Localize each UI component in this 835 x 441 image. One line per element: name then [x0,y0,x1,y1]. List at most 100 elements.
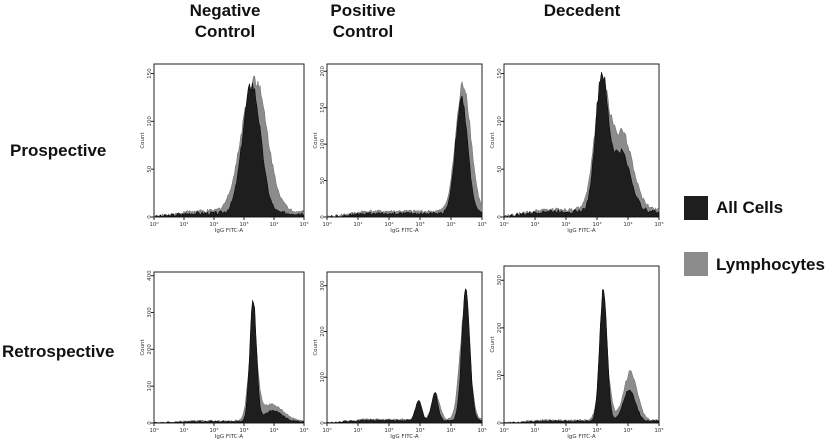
y-tick-label: 0 [320,215,326,219]
x-axis-label: IgG FITC-A [215,228,244,234]
histogram-retrospective-decedent: 10⁰ 10¹ 10² 10³ 10⁴ 10⁵ IgG FITC-A 0 100 200 300 Co… [490,265,664,440]
y-tick-label: 100 [320,371,326,382]
column-header-line1: Decedent [543,1,621,20]
y-tick-label: 300 [320,280,326,291]
y-tick-label: 0 [147,421,153,425]
histogram-prospective-decedent: 10⁰ 10¹ 10² 10³ 10⁴ 10⁵ IgG FITC-A 0 50 100 150 Cou… [490,63,664,234]
x-tick-label: 10⁴ [623,427,633,434]
x-tick-label: 10⁴ [446,221,456,228]
y-tick-label: 100 [147,380,153,391]
x-tick-label: 10³ [239,427,248,434]
x-tick-label: 10² [561,427,570,434]
histogram-retrospective-negative-control: 10⁰ 10¹ 10² 10³ 10⁴ 10⁵ IgG FITC-A 0 100 200 300 40… [140,270,309,440]
x-tick-label: 10² [209,221,218,228]
x-tick-label: 10⁵ [477,221,486,228]
y-tick-label: 100 [497,370,503,381]
y-tick-label: 300 [147,307,153,318]
legend-swatch-all-cells [684,196,708,220]
row-header-prospective: Prospective [10,141,107,160]
y-tick-label: 50 [320,177,326,184]
x-tick-label: 10⁰ [499,427,509,434]
x-tick-label: 10² [561,221,570,228]
y-tick-label: 200 [320,66,326,77]
y-tick-label: 400 [147,270,153,281]
column-header-line1: Negative Control [189,1,261,41]
y-tick-label: 300 [497,275,503,286]
plot-frame [153,271,305,424]
x-tick-label: 10¹ [179,427,188,434]
column-header-negative-control: Negative Control [150,0,300,42]
y-axis-label: Count [490,131,496,148]
x-tick-label: 10⁵ [654,221,663,228]
x-tick-label: 10³ [415,221,424,228]
x-tick-label: 10¹ [530,221,539,228]
y-tick-label: 0 [497,421,503,425]
y-axis-label: Count [490,335,496,352]
column-header-line1: Positive Control [330,1,396,41]
y-axis-label: Count [140,131,146,148]
row-header-retrospective: Retrospective [2,342,115,361]
x-tick-label: 10⁰ [322,427,332,434]
x-axis-label: IgG FITC-A [390,228,419,234]
histogram-prospective-positive-control: 10⁰ 10¹ 10² 10³ 10⁴ 10⁵ IgG FITC-A 0 50 100 150 200… [313,63,487,234]
y-axis-label: Count [313,338,319,355]
y-tick-label: 50 [497,165,503,172]
y-tick-label: 0 [497,215,503,219]
y-tick-label: 100 [320,138,326,149]
series-all-cells [326,288,483,424]
x-tick-label: 10³ [592,221,601,228]
y-tick-label: 100 [147,116,153,127]
x-tick-label: 10⁴ [269,221,279,228]
y-tick-label: 50 [147,165,153,172]
histogram-prospective-negative-control: 10⁰ 10¹ 10² 10³ 10⁴ 10⁵ IgG FITC-A 0 50 100 150 Cou… [140,63,309,234]
y-tick-label: 150 [320,102,326,113]
column-header-decedent: Decedent [517,0,647,21]
series-all-cells [154,83,305,218]
x-tick-label: 10⁵ [477,427,486,434]
x-tick-label: 10⁰ [499,221,509,228]
series-all-cells [503,72,660,218]
series-lymphocytes [153,326,305,424]
x-tick-label: 10⁵ [299,221,308,228]
x-axis-label: IgG FITC-A [390,434,419,440]
column-header-positive-control: Positive Control [288,0,438,42]
x-tick-label: 10⁰ [322,221,332,228]
y-tick-label: 150 [497,68,503,79]
x-tick-label: 10⁴ [623,221,633,228]
x-tick-label: 10⁴ [269,427,279,434]
x-axis-label: IgG FITC-A [567,434,596,440]
y-axis-label: Count [313,131,319,148]
x-tick-label: 10⁴ [446,427,456,434]
x-tick-label: 10⁵ [299,427,308,434]
y-tick-label: 200 [147,344,153,355]
x-tick-label: 10² [209,427,218,434]
x-tick-label: 10¹ [179,221,188,228]
y-tick-label: 0 [147,215,153,219]
y-tick-label: 150 [147,68,153,79]
y-axis-label: Count [140,338,146,355]
y-tick-label: 100 [497,116,503,127]
x-tick-label: 10⁰ [149,221,159,228]
x-tick-label: 10³ [239,221,248,228]
legend-label-lymphocytes: Lymphocytes [716,255,825,274]
histogram-retrospective-positive-control: 10⁰ 10¹ 10² 10³ 10⁴ 10⁵ IgG FITC-A 0 100 200 300 Co… [313,271,487,440]
x-tick-label: 10³ [415,427,424,434]
series-all-cells [503,289,660,424]
x-tick-label: 10⁵ [654,427,663,434]
legend-label-all-cells: All Cells [716,198,784,217]
x-tick-label: 10¹ [353,427,362,434]
x-tick-label: 10² [384,221,393,228]
y-tick-label: 200 [320,326,326,337]
y-tick-label: 200 [497,322,503,333]
series-all-cells [153,300,305,424]
x-tick-label: 10¹ [353,221,362,228]
x-tick-label: 10⁰ [149,427,159,434]
x-tick-label: 10³ [592,427,601,434]
series-lymphocytes [153,75,305,218]
x-tick-label: 10² [384,427,393,434]
series-all-cells [326,95,483,218]
y-tick-label: 0 [320,421,326,425]
legend-swatch-lymphocytes [684,252,708,276]
x-axis-label: IgG FITC-A [215,434,244,440]
x-tick-label: 10¹ [530,427,539,434]
